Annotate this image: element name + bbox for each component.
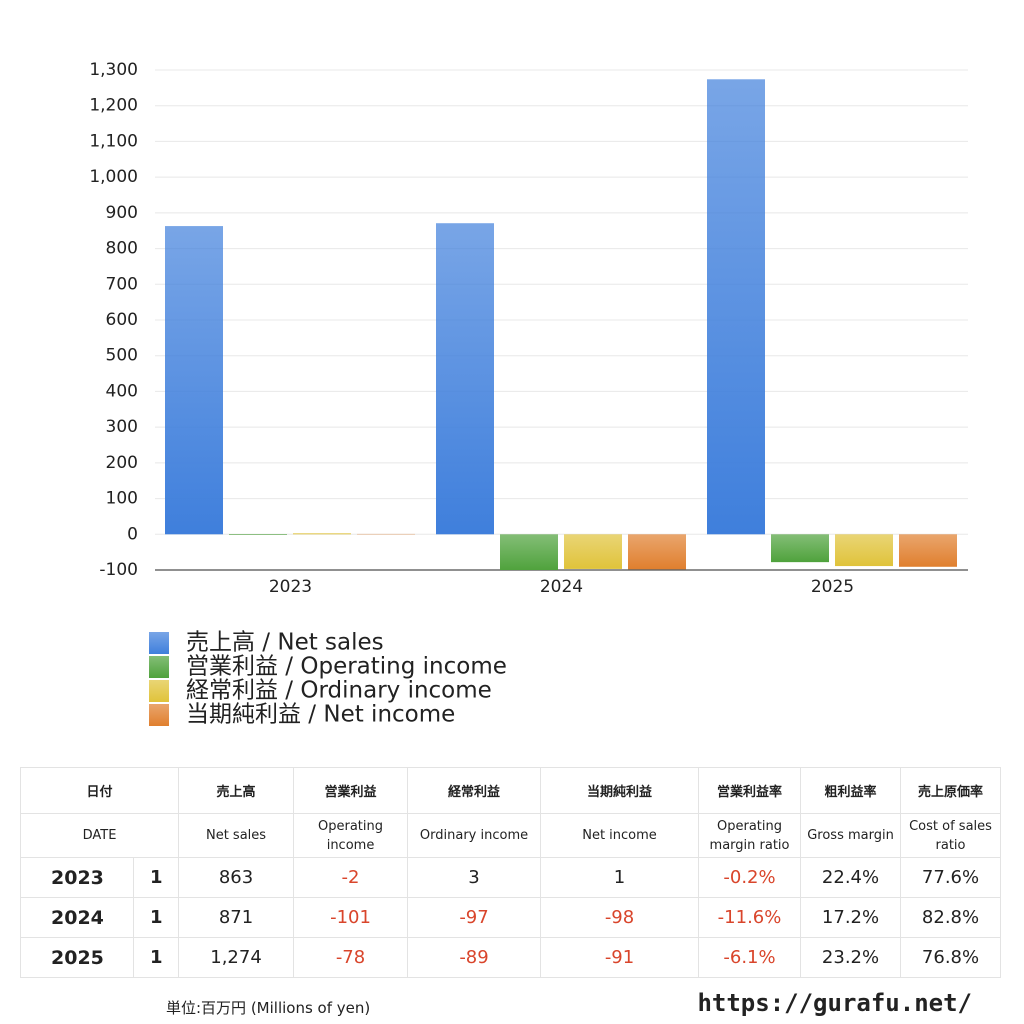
table-cell: -6.1% (698, 937, 802, 978)
table-cell: 1 (132, 897, 180, 938)
table-cell: -97 (407, 897, 542, 938)
legend-swatch (149, 704, 169, 726)
table-cell: 3 (407, 857, 542, 898)
table-cell: -101 (293, 897, 409, 938)
table-cell: 77.6% (900, 857, 1002, 898)
table-cell: 2025 (20, 937, 134, 978)
table-cell: 871 (178, 897, 295, 938)
table-cell: 粗利益率 (800, 767, 902, 814)
legend-label: 営業利益 / Operating income (186, 654, 507, 680)
unit-note: 単位:百万円 (Millions of yen) (166, 999, 371, 1017)
table-cell: Operating income (293, 813, 409, 858)
bar (293, 533, 351, 535)
table-cell: 23.2% (800, 937, 902, 978)
legend-swatch (149, 680, 169, 702)
bar (436, 223, 494, 535)
table-cell: Net sales (178, 813, 295, 858)
legend-label: 経常利益 / Ordinary income (186, 678, 492, 704)
table-cell: Gross margin (800, 813, 902, 858)
legend-label: 売上高 / Net sales (186, 630, 384, 656)
legend-swatch (149, 656, 169, 678)
y-tick-label: 1,100 (89, 131, 138, 151)
table-cell: 売上高 (178, 767, 295, 814)
y-tick-label: 1,200 (89, 96, 138, 116)
header-row: 日付 売上高 営業利益 経常利益 当期純利益 営業利益率 粗利益率 売上原価率 (19, 767, 1002, 814)
x-tick-label: 2024 (540, 577, 583, 597)
table-cell: 営業利益 (293, 767, 409, 814)
data-row: 2023 1 863 -2 3 1 -0.2% 22.4% 77.6% (20, 857, 1002, 898)
table-cell: Operating margin ratio (698, 813, 802, 858)
y-tick-label: 100 (106, 489, 138, 509)
table-cell: 863 (178, 857, 295, 898)
bar (229, 534, 287, 535)
bar (899, 534, 957, 567)
table-cell: 82.8% (900, 897, 1002, 938)
table-cell: 1,274 (178, 937, 295, 978)
data-table: 日付 売上高 営業利益 経常利益 当期純利益 営業利益率 粗利益率 売上原価率 DATE Net … (19, 767, 1002, 978)
site-url: https://gurafu.net/ (697, 989, 972, 1017)
bars (165, 79, 957, 570)
table-cell: -98 (540, 897, 700, 938)
table-cell: 2023 (20, 857, 134, 898)
table-cell: 売上原価率 (900, 767, 1002, 814)
y-tick-label: 700 (106, 274, 138, 294)
y-tick-label: 0 (127, 524, 138, 544)
y-tick-label: 900 (106, 203, 138, 223)
table-cell: 17.2% (800, 897, 902, 938)
bar (771, 534, 829, 563)
bar (835, 534, 893, 567)
bar (564, 534, 622, 569)
legend-label: 当期純利益 / Net income (186, 702, 455, 728)
table-cell: 2024 (20, 897, 134, 938)
bar (500, 534, 558, 570)
y-tick-label: -100 (99, 560, 138, 580)
y-tick-label: 600 (106, 310, 138, 330)
table-cell: Net income (540, 813, 700, 858)
table-cell: -11.6% (698, 897, 802, 938)
table-cell: -91 (540, 937, 700, 978)
table-cell: 1 (132, 857, 180, 898)
data-row: 2025 1 1,274 -78 -89 -91 -6.1% 23.2% 76.8% (20, 937, 1002, 978)
y-tick-label: 1,000 (89, 167, 138, 187)
y-tick-label: 300 (106, 417, 138, 437)
y-tick-label: 500 (106, 346, 138, 366)
bar (707, 79, 765, 535)
table-cell: 1 (540, 857, 700, 898)
bar (165, 226, 223, 535)
y-tick-label: 400 (106, 381, 138, 401)
table-cell: 日付 (19, 767, 180, 814)
table-cell: DATE (19, 813, 180, 858)
chart: -100 0 100 200 300 400 500 600 700 800 900 1,000 1,1… (89, 60, 968, 728)
legend-swatch (149, 632, 169, 654)
table-cell: 76.8% (900, 937, 1002, 978)
data-row: 2024 1 871 -101 -97 -98 -11.6% 17.2% 82.8% (20, 897, 1002, 938)
table-cell: 1 (132, 937, 180, 978)
table-cell: -2 (293, 857, 409, 898)
header-row: DATE Net sales Operating income Ordinary in… (19, 813, 1002, 858)
table-cell: -0.2% (698, 857, 802, 898)
y-tick-label: 200 (106, 453, 138, 473)
bar (628, 534, 686, 570)
y-tick-label: 800 (106, 239, 138, 259)
table-cell: 営業利益率 (698, 767, 802, 814)
x-tick-label: 2025 (811, 577, 854, 597)
y-tick-label: 1,300 (89, 60, 138, 80)
table-cell: Cost of sales ratio (900, 813, 1002, 858)
table-cell: -78 (293, 937, 409, 978)
table-cell: 22.4% (800, 857, 902, 898)
x-tick-label: 2023 (269, 577, 312, 597)
table-cell: 当期純利益 (540, 767, 700, 814)
table-cell: Ordinary income (407, 813, 542, 858)
table-cell: -89 (407, 937, 542, 978)
table-cell: 経常利益 (407, 767, 542, 814)
